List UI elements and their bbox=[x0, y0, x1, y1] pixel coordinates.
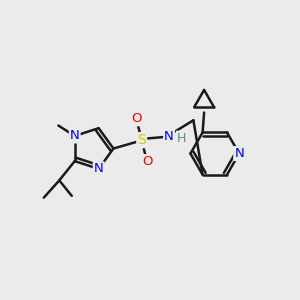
Text: H: H bbox=[177, 132, 186, 145]
Text: O: O bbox=[142, 155, 152, 168]
Text: O: O bbox=[131, 112, 142, 125]
Text: N: N bbox=[70, 129, 80, 142]
Text: N: N bbox=[164, 130, 174, 143]
Text: N: N bbox=[234, 147, 244, 160]
Text: S: S bbox=[137, 133, 146, 147]
Text: N: N bbox=[94, 162, 104, 176]
